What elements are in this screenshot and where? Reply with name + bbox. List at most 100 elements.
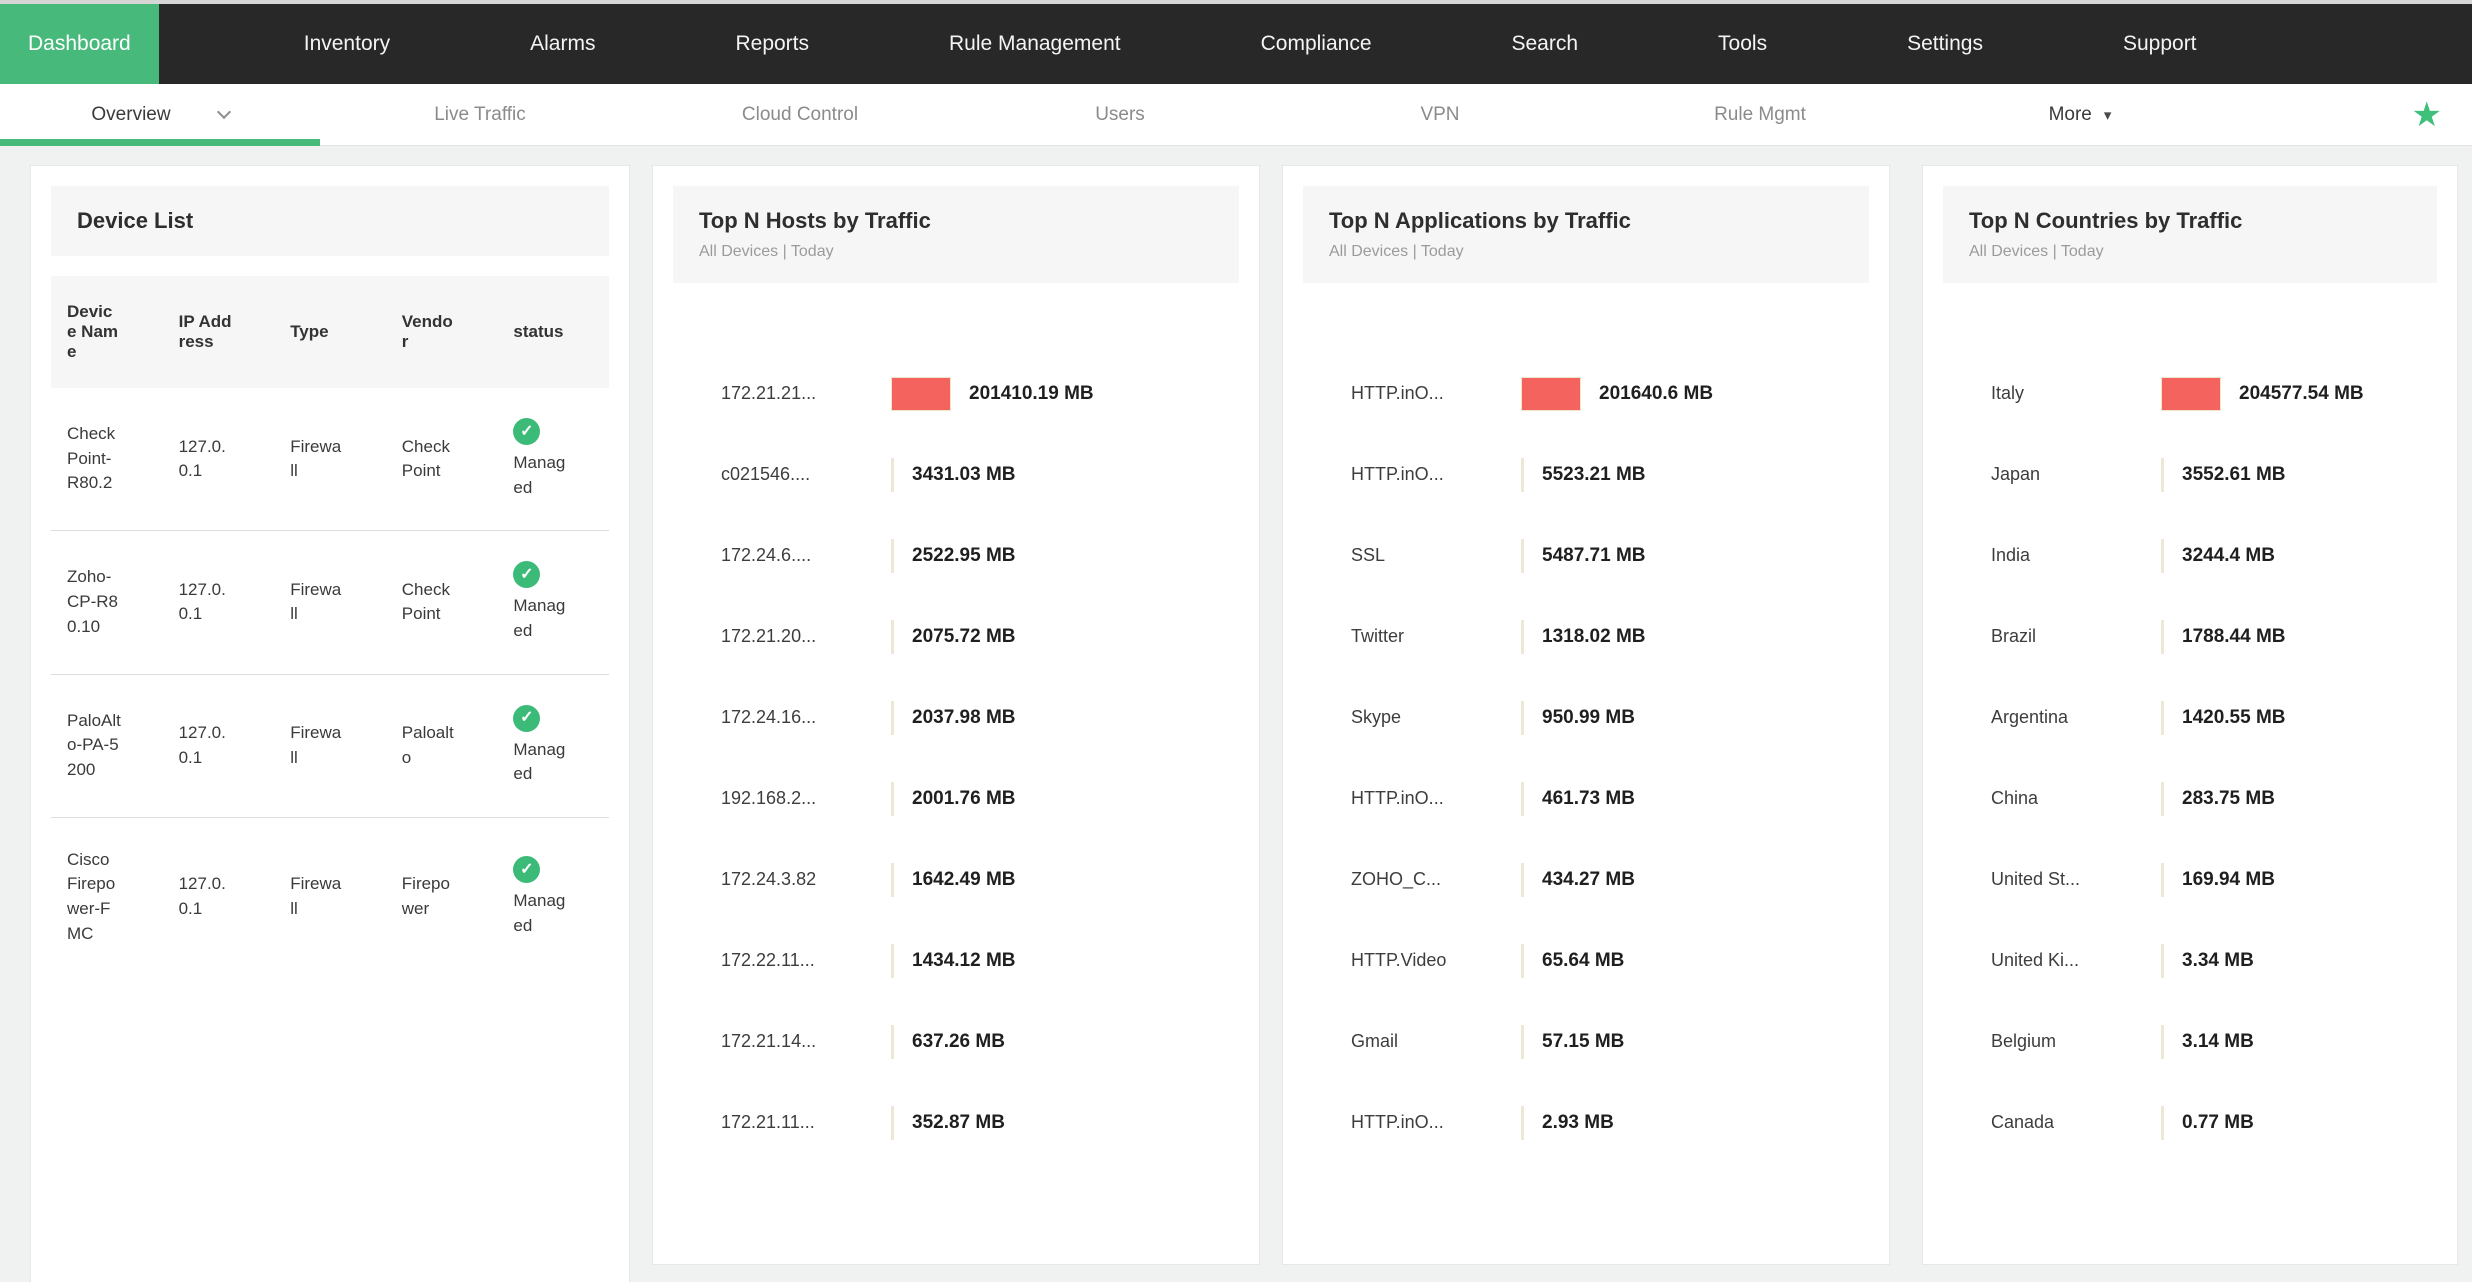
hosts-row[interactable]: 172.24.3.82 1642.49 MB <box>653 839 1259 920</box>
hosts-row[interactable]: 172.24.16... 2037.98 MB <box>653 677 1259 758</box>
traffic-bar <box>1521 781 1524 816</box>
apps-row[interactable]: HTTP.inO... 461.73 MB <box>1283 758 1889 839</box>
nav-item-compliance[interactable]: Compliance <box>1260 32 1372 55</box>
countries-row[interactable]: Japan 3552.61 MB <box>1923 434 2457 515</box>
hosts-row-label: 172.24.3.82 <box>721 869 817 889</box>
device-table: Device Name IP Address Type Vendor status Ch… <box>51 276 609 977</box>
apps-row[interactable]: HTTP.inO... 201640.6 MB <box>1283 353 1889 434</box>
countries-row-label: United Ki... <box>1991 950 2080 970</box>
apps-row-label: HTTP.inO... <box>1351 788 1444 808</box>
device-name-cell[interactable]: Cisco Firepower-FMC <box>51 816 163 977</box>
apps-row-label: Skype <box>1351 707 1402 727</box>
traffic-bar <box>891 1105 894 1140</box>
hosts-row[interactable]: 192.168.2... 2001.76 MB <box>653 758 1259 839</box>
apps-row[interactable]: ZOHO_C... 434.27 MB <box>1283 839 1889 920</box>
device-vendor: Paloalto <box>401 723 454 767</box>
nav-item-tools[interactable]: Tools <box>1718 32 1768 55</box>
nav-item-settings[interactable]: Settings <box>1907 32 1983 55</box>
subnav-item-users[interactable]: Users <box>960 104 1280 126</box>
apps-row[interactable]: SSL 5487.71 MB <box>1283 515 1889 596</box>
subnav-item-label: Overview <box>91 103 171 125</box>
subnav-item-label: Users <box>1095 103 1145 125</box>
hosts-row[interactable]: c021546.... 3431.03 MB <box>653 434 1259 515</box>
hosts-row[interactable]: 172.21.21... 201410.19 MB <box>653 353 1259 434</box>
device-vendor-cell: Check Point <box>385 530 498 675</box>
countries-row[interactable]: China 283.75 MB <box>1923 758 2457 839</box>
device-type-cell: Firewall <box>274 388 386 531</box>
nav-item-reports[interactable]: Reports <box>735 32 809 55</box>
device-status-cell: ✓ Managed <box>497 816 609 977</box>
traffic-bar <box>891 457 894 492</box>
countries-row-value: 204577.54 MB <box>2239 382 2364 404</box>
countries-row-label: Argentina <box>1991 707 2069 727</box>
column-header-status: status <box>497 276 609 388</box>
bar-zone <box>891 538 894 573</box>
hosts-row[interactable]: 172.21.20... 2075.72 MB <box>653 596 1259 677</box>
bar-zone <box>2161 781 2164 816</box>
device-vendor: Check Point <box>401 579 450 624</box>
subnav-item-live-traffic[interactable]: Live Traffic <box>320 104 640 126</box>
apps-row[interactable]: Skype 950.99 MB <box>1283 677 1889 758</box>
subnav-item-vpn[interactable]: VPN <box>1280 104 1600 126</box>
bar-zone <box>1521 862 1524 897</box>
nav-item-search[interactable]: Search <box>1511 32 1579 55</box>
countries-row[interactable]: Italy 204577.54 MB <box>1923 353 2457 434</box>
device-name-cell[interactable]: CheckPoint-R80.2 <box>51 388 163 531</box>
countries-row[interactable]: India 3244.4 MB <box>1923 515 2457 596</box>
device-ip: 127.0.0.1 <box>178 874 226 919</box>
nav-item-support[interactable]: Support <box>2122 32 2197 55</box>
countries-row-label: Brazil <box>1991 626 2037 646</box>
apps-row-label: SSL <box>1351 545 1386 565</box>
hosts-row[interactable]: 172.24.6.... 2522.95 MB <box>653 515 1259 596</box>
device-name-cell[interactable]: PaloAlto-PA-5200 <box>51 673 163 818</box>
traffic-bar <box>891 619 894 654</box>
countries-row[interactable]: United Ki... 3.34 MB <box>1923 920 2457 1001</box>
countries-row[interactable]: Canada 0.77 MB <box>1923 1082 2457 1163</box>
countries-row[interactable]: Brazil 1788.44 MB <box>1923 596 2457 677</box>
hosts-row[interactable]: 172.21.11... 352.87 MB <box>653 1082 1259 1163</box>
hosts-row-label: 172.21.20... <box>721 626 817 646</box>
apps-rows: HTTP.inO... 201640.6 MB HTTP.inO... 5523.21… <box>1283 353 1889 1163</box>
countries-row[interactable]: Belgium 3.14 MB <box>1923 1001 2457 1082</box>
countries-row-label: United St... <box>1991 869 2081 889</box>
traffic-bar <box>891 781 894 816</box>
device-type: Firewall <box>290 579 342 624</box>
subnav-item-overview[interactable]: Overview <box>0 104 320 126</box>
top-hosts-title: Top N Hosts by Traffic <box>699 208 931 233</box>
hosts-row-label: 172.24.6.... <box>721 545 812 565</box>
subnav-item-more[interactable]: More ▾ <box>1920 104 2240 126</box>
bar-zone <box>1521 376 1581 411</box>
bar-zone <box>2161 376 2221 411</box>
favorite-star-icon[interactable]: ★ <box>2411 95 2442 134</box>
top-countries-subtitle: All Devices | Today <box>1969 243 2104 260</box>
top-countries-title: Top N Countries by Traffic <box>1969 208 2243 233</box>
nav-item-inventory[interactable]: Inventory <box>303 32 391 55</box>
hosts-row-label: 172.21.21... <box>721 383 817 403</box>
managed-check-icon: ✓ <box>513 855 541 883</box>
device-name-cell[interactable]: Zoho-CP-R80.10 <box>51 530 163 675</box>
countries-row-value: 283.75 MB <box>2182 787 2275 809</box>
nav-item-rule-management[interactable]: Rule Management <box>949 32 1121 55</box>
countries-row-label: Italy <box>1991 383 2025 403</box>
hosts-row-value: 2037.98 MB <box>912 706 1016 728</box>
countries-row[interactable]: United St... 169.94 MB <box>1923 839 2457 920</box>
apps-row-value: 434.27 MB <box>1542 868 1635 890</box>
apps-row[interactable]: HTTP.Video 65.64 MB <box>1283 920 1889 1001</box>
nav-item-alarms[interactable]: Alarms <box>530 32 596 55</box>
apps-row[interactable]: HTTP.inO... 5523.21 MB <box>1283 434 1889 515</box>
hosts-row[interactable]: 172.22.11... 1434.12 MB <box>653 920 1259 1001</box>
countries-row[interactable]: Argentina 1420.55 MB <box>1923 677 2457 758</box>
hosts-row[interactable]: 172.21.14... 637.26 MB <box>653 1001 1259 1082</box>
traffic-bar <box>2161 862 2164 897</box>
apps-row[interactable]: HTTP.inO... 2.93 MB <box>1283 1082 1889 1163</box>
nav-item-dashboard[interactable]: Dashboard <box>0 4 159 84</box>
subnav-item-rule-mgmt[interactable]: Rule Mgmt <box>1600 104 1920 126</box>
device-row: Cisco Firepower-FMC 127.0.0.1 Firewall Fire… <box>51 816 609 977</box>
bar-zone <box>2161 457 2164 492</box>
apps-row[interactable]: Gmail 57.15 MB <box>1283 1001 1889 1082</box>
apps-row-value: 65.64 MB <box>1542 949 1625 971</box>
apps-row[interactable]: Twitter 1318.02 MB <box>1283 596 1889 677</box>
top-apps-panel: Top N Applications by Traffic All Device… <box>1282 165 1890 1265</box>
device-vendor-cell: Firepower <box>385 816 498 977</box>
subnav-item-cloud-control[interactable]: Cloud Control <box>640 104 960 126</box>
